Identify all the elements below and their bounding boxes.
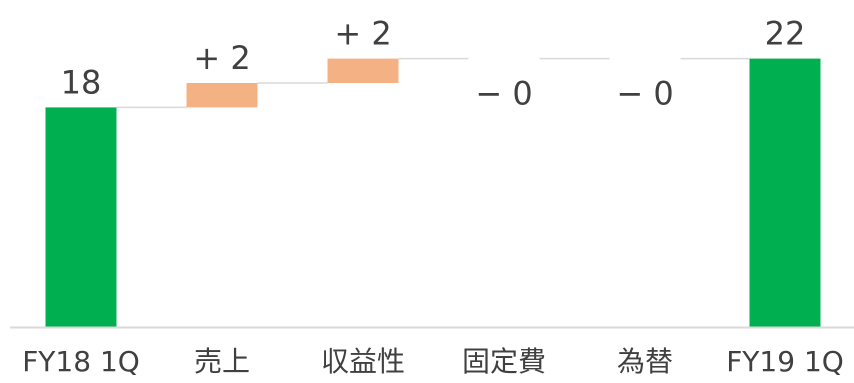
- bar-2: [327, 58, 399, 83]
- bar-group: [45, 58, 821, 328]
- value-label-group: 18 + 2 + 2 − 0 − 0 22: [61, 15, 806, 113]
- category-label-5: FY19 1Q: [726, 345, 844, 378]
- value-label-0: 18: [61, 63, 102, 101]
- value-label-3: − 0: [475, 75, 532, 113]
- category-label-1: 売上: [194, 345, 250, 378]
- value-label-4: − 0: [616, 75, 673, 113]
- category-label-3: 固定費: [462, 345, 546, 378]
- category-label-group: FY18 1Q 売上 収益性 固定費 為替 FY19 1Q: [22, 345, 844, 378]
- bar-0: [45, 107, 117, 328]
- value-label-5: 22: [765, 15, 806, 53]
- connector-lines: [116, 57, 750, 109]
- bar-1: [186, 83, 258, 108]
- bar-5: [749, 58, 821, 327]
- value-label-1: + 2: [193, 39, 250, 77]
- category-label-2: 収益性: [321, 345, 405, 378]
- category-label-0: FY18 1Q: [22, 345, 140, 378]
- value-label-2: + 2: [334, 15, 391, 53]
- category-label-4: 為替: [617, 345, 673, 378]
